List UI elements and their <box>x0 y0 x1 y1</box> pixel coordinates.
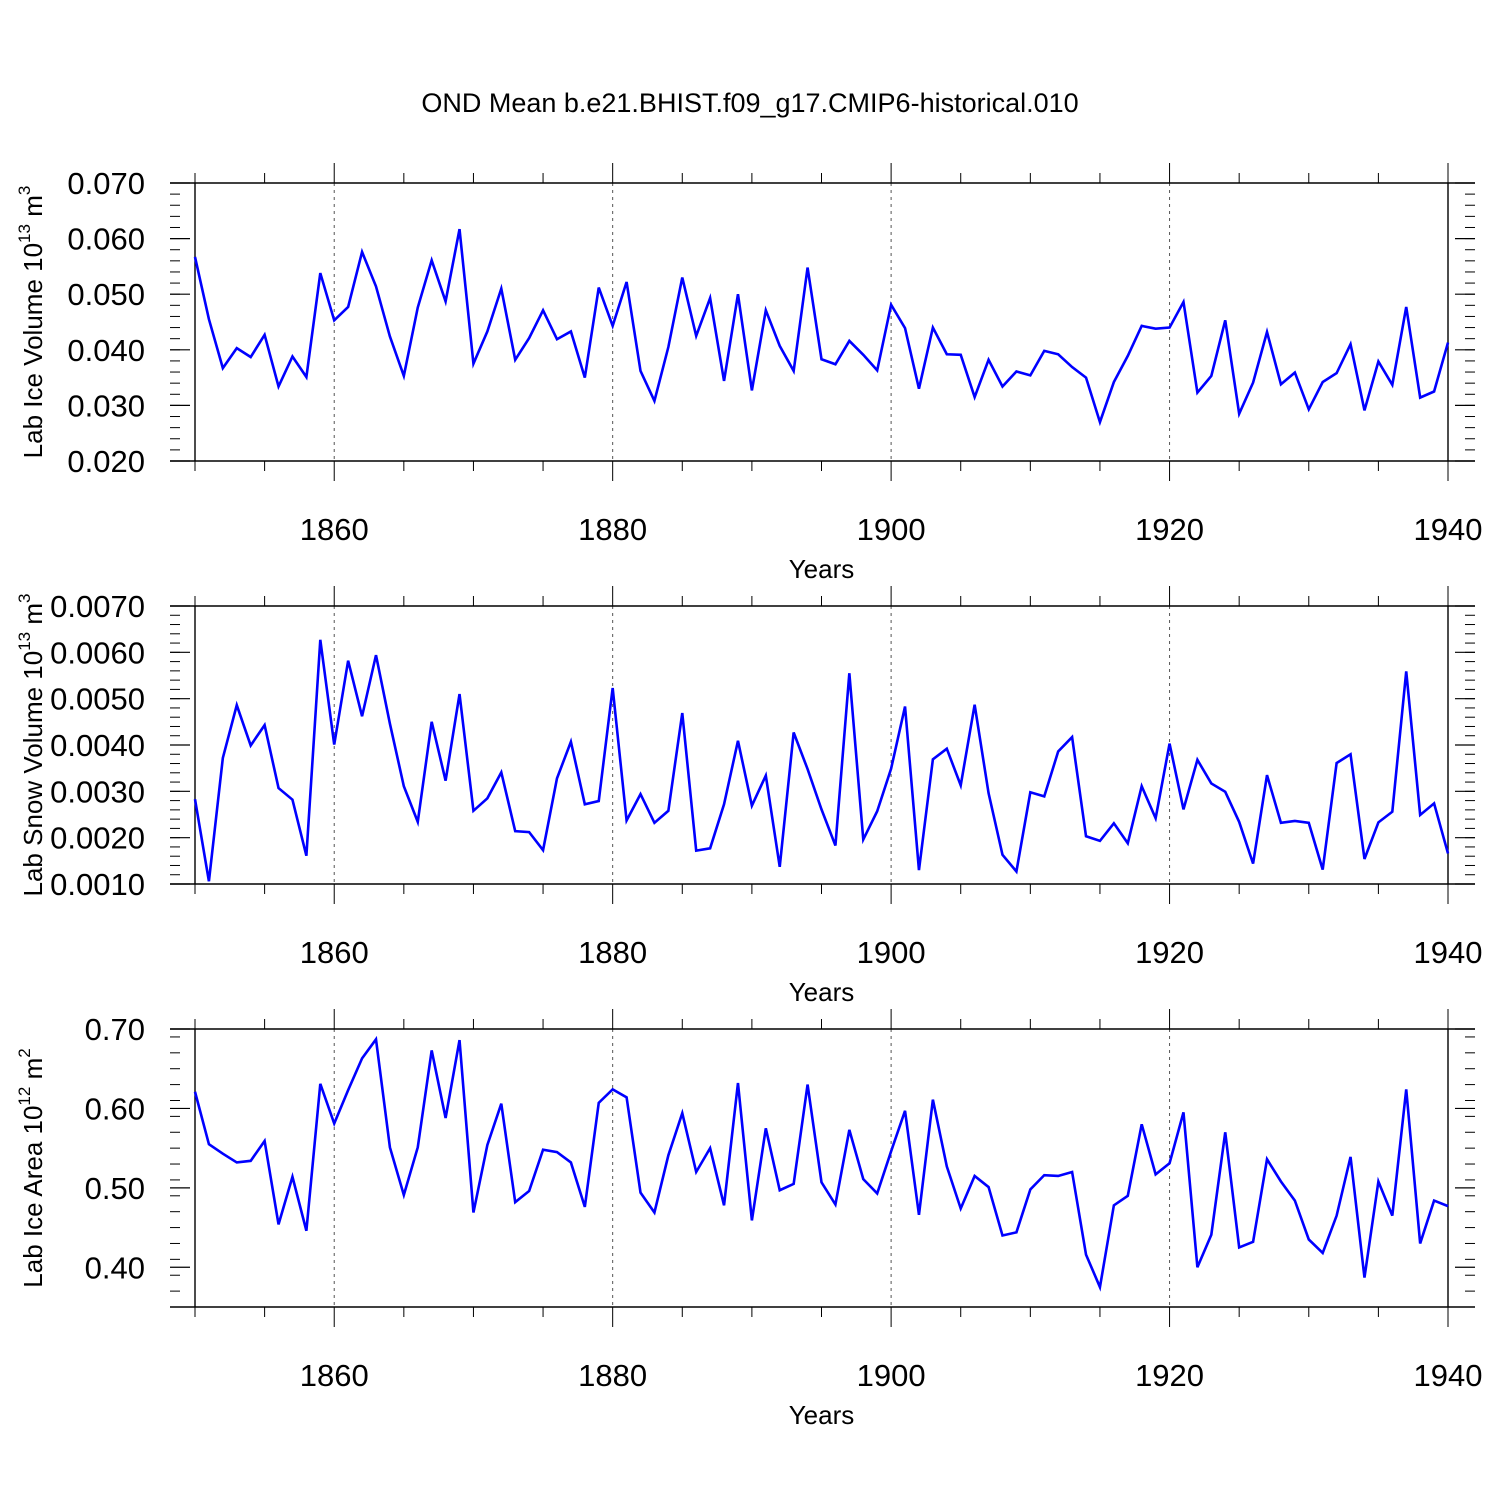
y-tick-label: 0.0020 <box>50 821 145 856</box>
y-label-main: Lab Snow Volume 10 <box>18 651 48 897</box>
y-tick-label: 0.0050 <box>50 682 145 717</box>
x-tick-label: 1860 <box>300 935 369 970</box>
x-tick-label: 1880 <box>578 1358 647 1393</box>
x-tick-label: 1940 <box>1414 935 1483 970</box>
y-tick-label: 0.070 <box>67 166 145 201</box>
x-tick-label: 1920 <box>1135 935 1204 970</box>
y-label-main: Lab Ice Volume 10 <box>18 243 48 458</box>
x-tick-label: 1920 <box>1135 512 1204 547</box>
x-tick-label: 1900 <box>857 512 926 547</box>
y-label-main: Lab Ice Area 10 <box>18 1106 48 1288</box>
y-axis-label: Lab Snow Volume 1013 m3 <box>15 593 48 896</box>
panel-lab-ice-area: 0.40 0.50 0.60 0.70 1860 1880 1900 1920 1940 Year… <box>15 1009 1482 1430</box>
y-label-unit: m <box>18 1058 48 1087</box>
y-tick-label: 0.0040 <box>50 728 145 763</box>
y-tick-label: 0.040 <box>67 333 145 368</box>
x-axis-label: Years <box>789 554 855 584</box>
x-tick-label: 1880 <box>578 512 647 547</box>
y-tick-label: 0.0010 <box>50 867 145 902</box>
y-label-unit: m <box>18 195 48 224</box>
x-tick-label: 1860 <box>300 512 369 547</box>
y-tick-label: 0.0030 <box>50 774 145 809</box>
x-tick-label: 1940 <box>1414 1358 1483 1393</box>
x-axis-label: Years <box>789 1400 855 1430</box>
panel-lab-snow-volume: 0.0010 0.0020 0.0030 0.0040 0.0050 0.0060 0.00… <box>15 586 1482 1007</box>
y-label-unit: m <box>18 603 48 632</box>
series-line-lab-ice-area <box>193 1035 1449 1292</box>
y-axis-label: Lab Ice Volume 1013 m3 <box>15 186 48 459</box>
y-label-exponent: 13 <box>15 224 34 243</box>
y-label-unit-exponent: 3 <box>15 186 34 195</box>
y-axis-label: Lab Ice Area 1012 m2 <box>15 1048 48 1287</box>
x-axis-label: Years <box>789 977 855 1007</box>
y-label-unit-exponent: 3 <box>15 593 34 602</box>
y-tick-label: 0.060 <box>67 222 145 257</box>
y-tick-label: 0.60 <box>85 1091 145 1126</box>
figure-title: OND Mean b.e21.BHIST.f09_g17.CMIP6-histo… <box>421 88 1079 118</box>
panel-lab-ice-volume: 0.020 0.030 0.040 0.050 0.060 0.070 1860 1880 19… <box>15 163 1482 584</box>
x-tick-label: 1900 <box>857 935 926 970</box>
x-tick-label: 1860 <box>300 1358 369 1393</box>
x-tick-label: 1900 <box>857 1358 926 1393</box>
y-tick-label: 0.40 <box>85 1250 145 1285</box>
y-tick-label: 0.050 <box>67 277 145 312</box>
x-tick-label: 1880 <box>578 935 647 970</box>
y-tick-label: 0.50 <box>85 1171 145 1206</box>
y-label-exponent: 13 <box>15 632 34 651</box>
series-line-lab-snow-volume <box>193 639 1450 882</box>
y-label-unit-exponent: 2 <box>15 1048 34 1057</box>
x-tick-label: 1920 <box>1135 1358 1204 1393</box>
y-tick-label: 0.0060 <box>50 635 145 670</box>
y-label-exponent: 12 <box>15 1087 34 1106</box>
y-tick-label: 0.0070 <box>50 589 145 624</box>
y-tick-label: 0.030 <box>67 388 145 423</box>
x-tick-label: 1940 <box>1414 512 1483 547</box>
y-tick-label: 0.020 <box>67 444 145 479</box>
y-tick-label: 0.70 <box>85 1012 145 1047</box>
series-line-lab-ice-volume <box>193 228 1450 427</box>
